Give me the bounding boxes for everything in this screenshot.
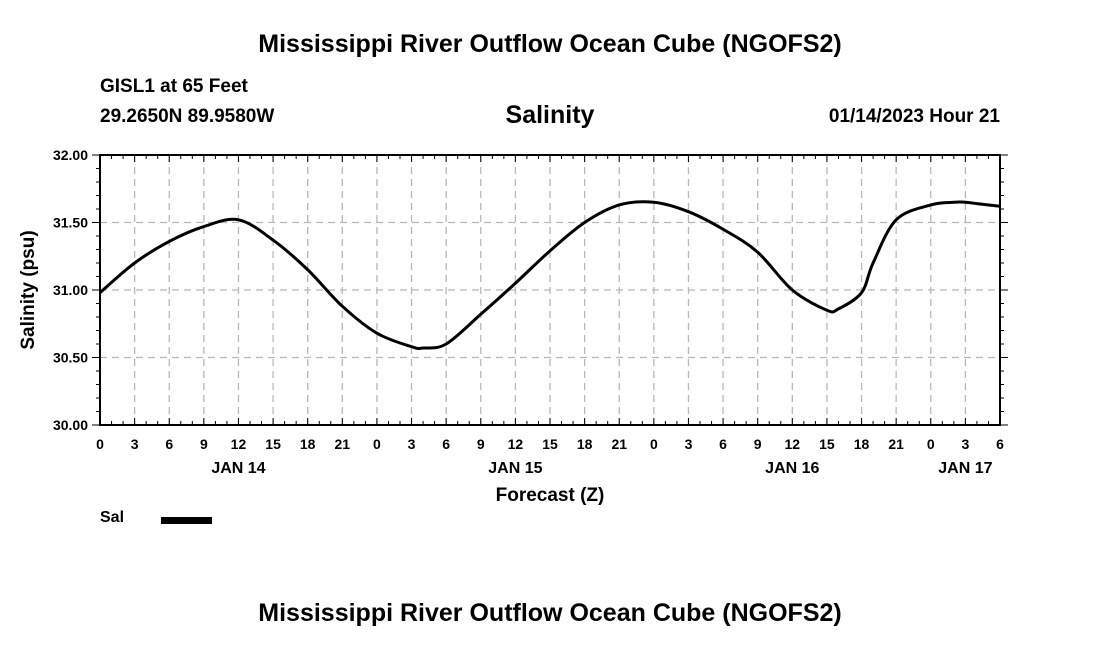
x-tick-label: 18 <box>577 436 593 452</box>
chart-repeat-title: Mississippi River Outflow Ocean Cube (NG… <box>258 599 842 627</box>
x-tick-label: 18 <box>854 436 870 452</box>
x-tick-label: 6 <box>165 436 173 452</box>
x-tick-label: 12 <box>508 436 524 452</box>
x-tick-label: 6 <box>719 436 727 452</box>
x-tick-label: 21 <box>888 436 904 452</box>
x-axis-title: Forecast (Z) <box>496 485 605 506</box>
y-tick-label: 31.50 <box>53 215 88 231</box>
x-tick-label: 15 <box>819 436 835 452</box>
x-tick-label: 3 <box>961 436 969 452</box>
y-axis-title: Salinity (psu) <box>18 230 39 349</box>
x-tick-label: 12 <box>785 436 801 452</box>
y-tick-label: 31.00 <box>53 282 88 298</box>
chart-subtitle: Salinity <box>505 101 595 129</box>
y-tick-label: 30.00 <box>53 417 88 433</box>
x-date-label: JAN 14 <box>211 460 265 477</box>
x-tick-label: 15 <box>265 436 281 452</box>
x-tick-label: 0 <box>96 436 104 452</box>
x-tick-label: 21 <box>335 436 351 452</box>
x-tick-label: 18 <box>300 436 316 452</box>
x-tick-label: 6 <box>442 436 450 452</box>
x-tick-label: 9 <box>477 436 485 452</box>
station-coordinates: 29.2650N 89.9580W <box>100 106 275 127</box>
x-tick-label: 0 <box>650 436 658 452</box>
x-tick-label: 9 <box>754 436 762 452</box>
chart-tick-labels: 0 3 6 9 12 15 18 21 0 3 6 9 12 15 18 21 0 3 6 9 12 15 18 21 0 3 6J… <box>53 147 1004 477</box>
y-tick-label: 32.00 <box>53 147 88 163</box>
x-tick-label: 0 <box>927 436 935 452</box>
x-tick-label: 3 <box>408 436 416 452</box>
x-tick-label: 6 <box>996 436 1004 452</box>
x-tick-label: 21 <box>611 436 627 452</box>
x-date-label: JAN 16 <box>765 460 819 477</box>
x-tick-label: 3 <box>685 436 693 452</box>
x-tick-label: 3 <box>131 436 139 452</box>
x-date-label: JAN 15 <box>488 460 542 477</box>
y-tick-label: 30.50 <box>53 350 88 366</box>
x-tick-label: 15 <box>542 436 558 452</box>
x-tick-label: 0 <box>373 436 381 452</box>
chart-grid <box>100 155 1000 425</box>
forecast-timestamp: 01/14/2023 Hour 21 <box>828 106 1000 127</box>
station-label: GISL1 at 65 Feet <box>100 76 248 97</box>
plot-frame <box>99 154 1001 426</box>
x-tick-label: 9 <box>200 436 208 452</box>
x-date-label: JAN 17 <box>938 460 992 477</box>
legend-swatch <box>161 517 212 524</box>
series-line-sal <box>99 200 1001 350</box>
x-tick-label: 12 <box>231 436 247 452</box>
chart-main-title: Mississippi River Outflow Ocean Cube (NG… <box>258 30 842 58</box>
legend-label: Sal <box>100 509 125 526</box>
